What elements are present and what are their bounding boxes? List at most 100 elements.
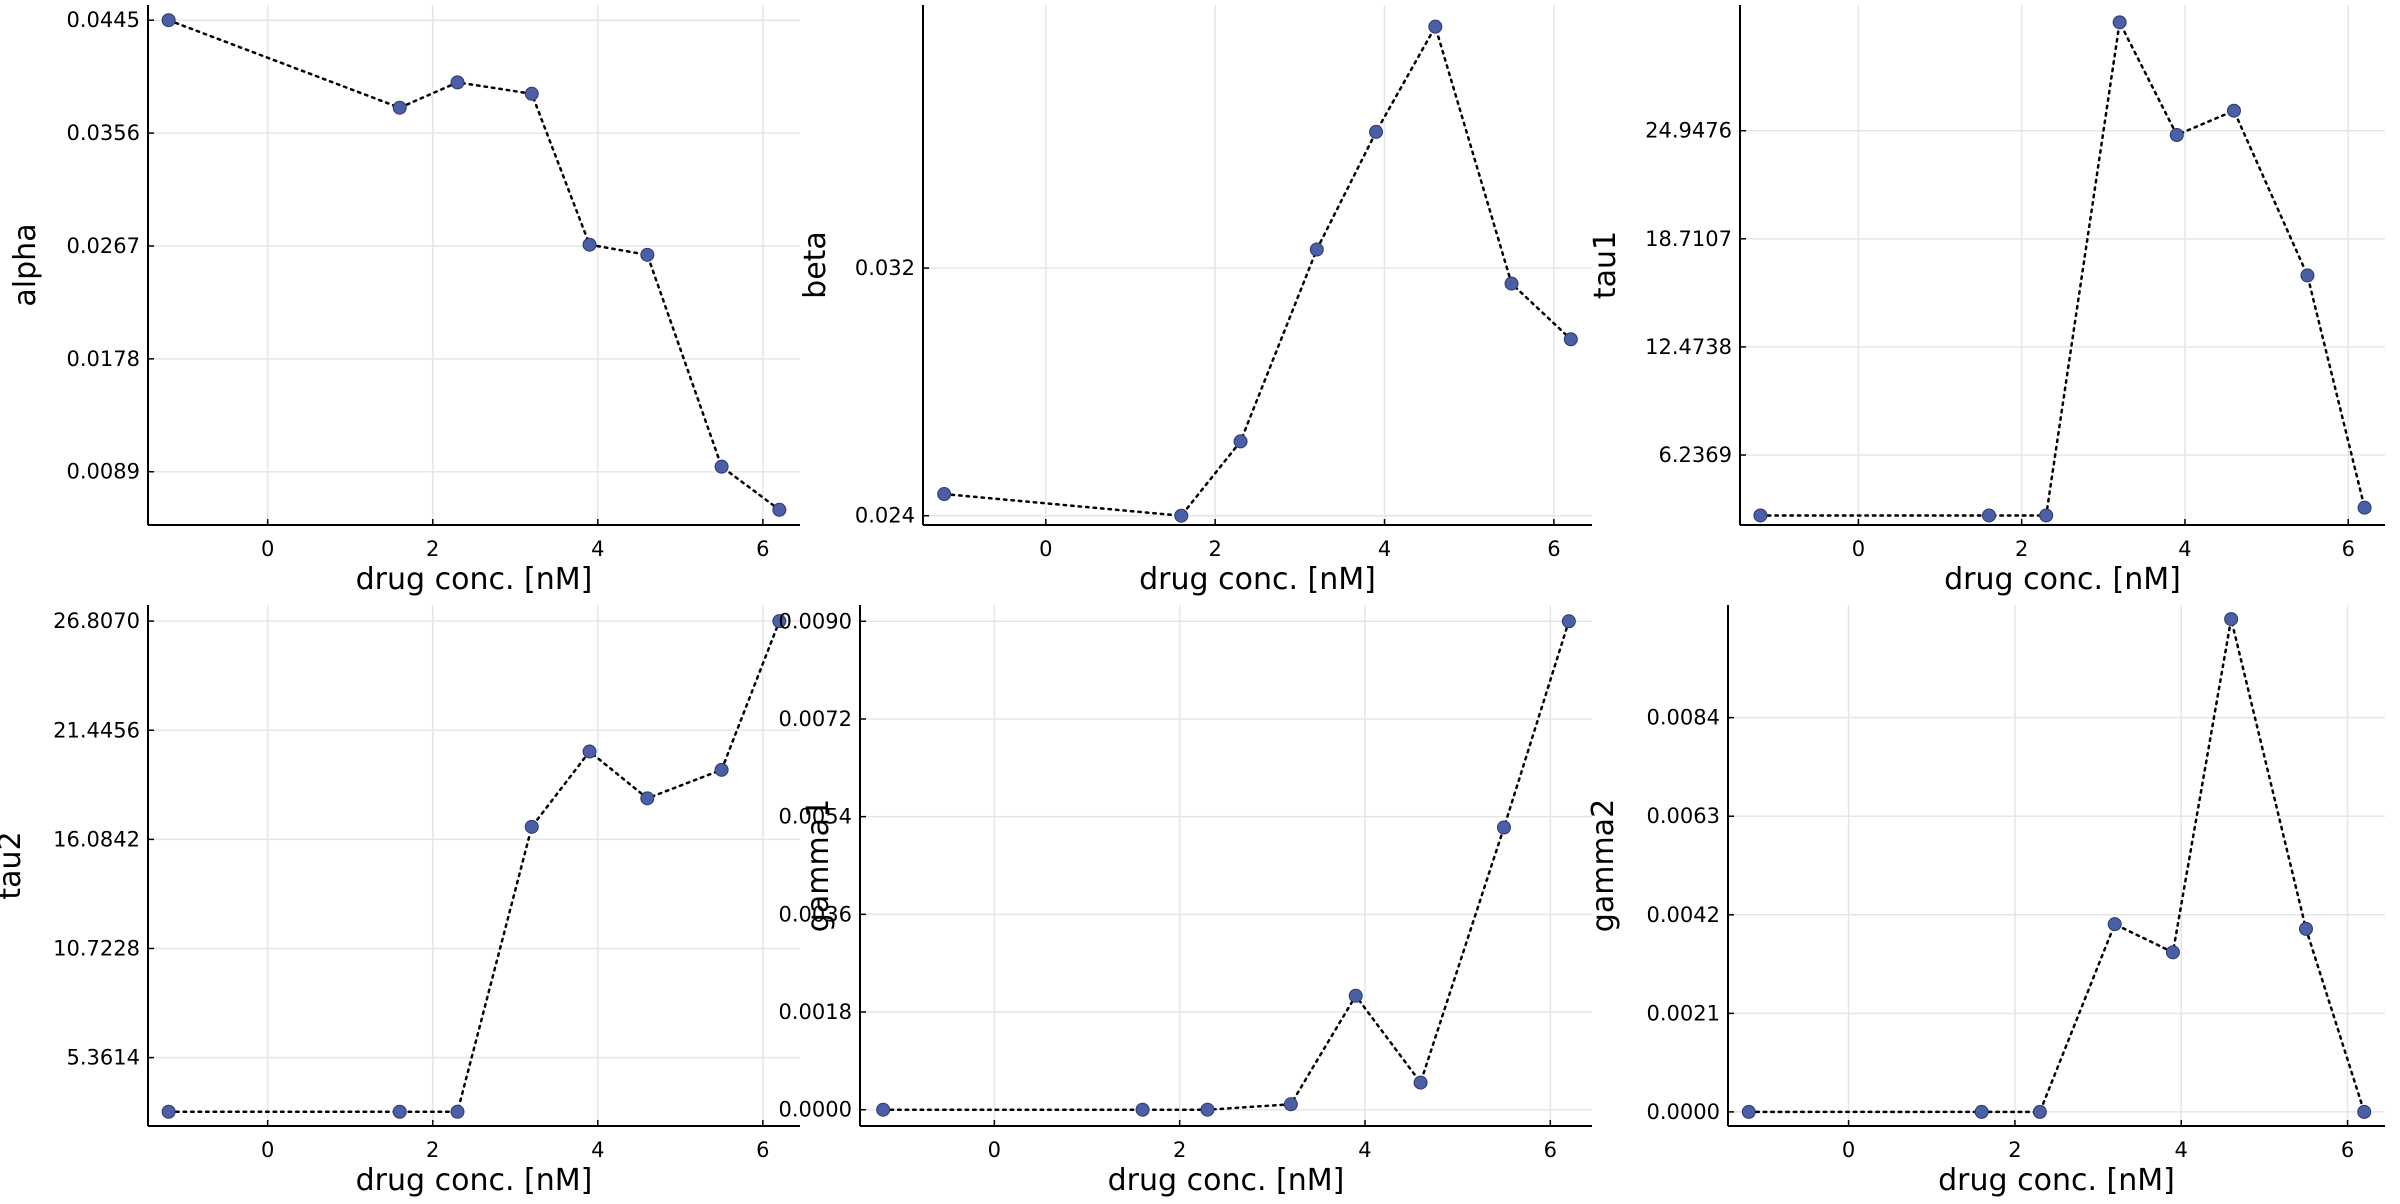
- y-tick-label: 0.0036: [779, 902, 852, 926]
- data-point: [1974, 1104, 1989, 1119]
- y-tick-label: 0.0267: [67, 234, 140, 258]
- data-point: [450, 75, 465, 90]
- x-axis-label: drug conc. [nM]: [356, 1163, 593, 1198]
- y-axis-label: gamma2: [1586, 799, 1621, 932]
- data-point: [2032, 1104, 2047, 1119]
- y-axis-label: tau1: [1588, 231, 1623, 299]
- data-point: [1504, 276, 1519, 291]
- gridlines: [1740, 5, 2385, 525]
- x-tick-label: 2: [1173, 1138, 1186, 1162]
- series-line: [942, 23, 1573, 518]
- gridlines: [148, 605, 800, 1126]
- y-tick-label: 0.0445: [67, 8, 140, 32]
- data-point: [524, 819, 539, 834]
- x-axis-label: drug conc. [nM]: [1139, 562, 1376, 597]
- x-tick-label: 6: [1547, 537, 1560, 561]
- data-point: [2169, 128, 2184, 142]
- subplot-tau2: 0 2 4 6 5.3614 10.7228 16.0842 21.4456 26.8070 dr…: [0, 605, 800, 1198]
- data-point: [2298, 921, 2313, 936]
- data-point: [1348, 988, 1363, 1003]
- gridlines: [923, 5, 1592, 525]
- y-axis-label: gamma1: [801, 799, 836, 932]
- data-point: [2300, 268, 2315, 283]
- y-tick-label: 0.0178: [67, 347, 140, 371]
- data-point: [1496, 820, 1511, 835]
- x-tick-label: 0: [988, 1138, 1001, 1162]
- data-point: [161, 13, 176, 28]
- x-tick-label: 6: [2341, 1138, 2354, 1162]
- data-point: [1428, 19, 1443, 34]
- x-tick-label: 6: [2342, 537, 2355, 561]
- x-tick-label: 4: [2178, 537, 2191, 561]
- y-tick-label: 0.032: [855, 256, 915, 280]
- y-tick-label: 0.0356: [67, 121, 140, 145]
- data-point: [876, 1102, 891, 1117]
- y-axis-label: beta: [798, 231, 833, 299]
- x-tick-label: 4: [591, 1138, 604, 1162]
- data-point: [2112, 15, 2127, 30]
- y-tick-label: 0.0042: [1647, 903, 1720, 927]
- y-tick-label: 6.2369: [1659, 443, 1732, 467]
- y-tick-label: 24.9476: [1645, 119, 1732, 143]
- data-point: [1135, 1102, 1150, 1117]
- data-point: [2107, 917, 2122, 932]
- data-point: [1369, 124, 1384, 139]
- gridlines: [1728, 605, 2385, 1126]
- x-tick-label: 4: [591, 537, 604, 561]
- y-tick-label: 0.0090: [779, 609, 852, 633]
- data-point: [714, 459, 729, 474]
- data-point: [1413, 1075, 1428, 1090]
- data-point: [392, 1104, 407, 1119]
- x-tick-label: 4: [1378, 537, 1391, 561]
- x-tick-label: 2: [426, 537, 439, 561]
- y-tick-label: 0.0072: [779, 707, 852, 731]
- x-tick-label: 0: [1039, 537, 1052, 561]
- series-line: [167, 619, 781, 1114]
- x-tick-label: 4: [1358, 1138, 1371, 1162]
- data-point: [1200, 1102, 1215, 1117]
- series-line: [1747, 618, 2366, 1114]
- x-tick-label: 0: [261, 537, 274, 561]
- series-line: [1759, 18, 2366, 517]
- data-point: [2226, 103, 2241, 118]
- x-tick-label: 2: [426, 1138, 439, 1162]
- data-point: [1283, 1097, 1298, 1112]
- data-point: [582, 237, 597, 252]
- data-point: [1309, 242, 1324, 257]
- series-line: [167, 18, 781, 512]
- x-tick-label: 6: [756, 1138, 769, 1162]
- y-tick-label: 5.3614: [67, 1046, 140, 1070]
- x-axis-label: drug conc. [nM]: [1944, 562, 2181, 597]
- data-point: [450, 1104, 465, 1119]
- data-point: [2039, 508, 2054, 523]
- x-tick-label: 6: [1544, 1138, 1557, 1162]
- x-axis-label: drug conc. [nM]: [1108, 1163, 1345, 1198]
- y-tick-label: 18.7107: [1645, 227, 1732, 251]
- y-tick-label: 26.8070: [53, 609, 140, 633]
- x-axis-label: drug conc. [nM]: [356, 562, 593, 597]
- data-point: [582, 744, 597, 759]
- y-tick-label: 0.0054: [779, 805, 852, 829]
- data-point: [1561, 614, 1576, 629]
- y-tick-label: 0.0018: [779, 1000, 852, 1024]
- data-point: [772, 614, 787, 629]
- x-tick-label: 6: [756, 537, 769, 561]
- subplot-gamma2: 0 2 4 6 0.0000 0.0021 0.0042 0.0063 0.0084 drug c…: [1586, 605, 2385, 1198]
- data-point: [2357, 500, 2372, 515]
- x-tick-label: 0: [1842, 1138, 1855, 1162]
- data-point: [2224, 612, 2239, 627]
- data-point: [1753, 508, 1768, 523]
- y-tick-label: 16.0842: [53, 827, 140, 851]
- data-point: [714, 762, 729, 777]
- y-tick-label: 21.4456: [53, 718, 140, 742]
- gridlines: [148, 5, 800, 525]
- series-line: [881, 620, 1571, 1111]
- data-point: [1233, 434, 1248, 449]
- data-point: [2357, 1104, 2372, 1119]
- x-tick-label: 0: [1852, 537, 1865, 561]
- y-tick-label: 0.0000: [779, 1098, 852, 1122]
- data-point: [937, 487, 952, 502]
- gridlines: [860, 605, 1592, 1126]
